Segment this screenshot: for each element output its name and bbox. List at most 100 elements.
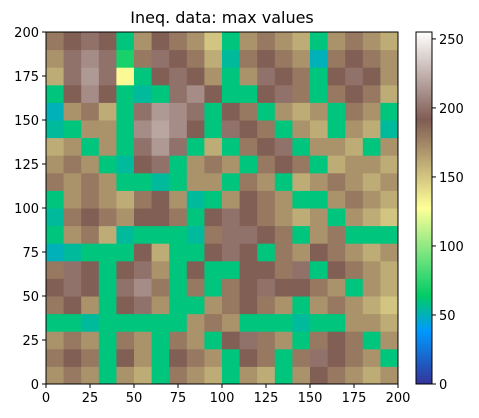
heat-cell xyxy=(345,243,364,262)
heat-cell xyxy=(257,102,276,121)
heat-cell xyxy=(98,348,117,367)
heat-cell xyxy=(380,155,399,174)
heat-cell xyxy=(134,225,153,244)
heat-cell xyxy=(274,243,293,262)
heat-cell xyxy=(169,296,188,315)
heat-cell xyxy=(345,260,364,279)
heat-cell xyxy=(116,84,135,103)
colorbar-tick-label: 250 xyxy=(439,33,464,48)
heat-cell xyxy=(327,366,346,385)
heat-cell xyxy=(310,190,329,209)
heat-cell xyxy=(151,260,170,279)
heat-cell xyxy=(345,296,364,315)
heat-cell xyxy=(81,260,100,279)
heat-cell xyxy=(63,67,82,86)
heat-cell xyxy=(292,155,311,174)
heat-cell xyxy=(274,84,293,103)
heat-cell xyxy=(46,278,65,297)
heat-cell xyxy=(98,155,117,174)
heat-cell xyxy=(380,278,399,297)
heat-cell xyxy=(327,190,346,209)
heat-cell xyxy=(186,137,205,156)
heat-cell xyxy=(222,190,241,209)
heat-cell xyxy=(151,366,170,385)
heat-cell xyxy=(310,331,329,350)
colorbar-tick-label: 200 xyxy=(439,102,464,117)
heat-cell xyxy=(46,260,65,279)
heat-cell xyxy=(239,260,258,279)
y-tick-label: 125 xyxy=(14,158,39,173)
heat-cell xyxy=(380,208,399,227)
heat-cell xyxy=(151,243,170,262)
heat-cell xyxy=(362,313,381,332)
heat-cell xyxy=(257,243,276,262)
heat-cell xyxy=(327,278,346,297)
heat-cell xyxy=(257,208,276,227)
heat-cell xyxy=(116,260,135,279)
heat-cell xyxy=(362,172,381,191)
heat-cell xyxy=(274,278,293,297)
heat-cell xyxy=(169,278,188,297)
heat-cell xyxy=(116,313,135,332)
heat-cell xyxy=(257,120,276,139)
heat-cell xyxy=(239,120,258,139)
heat-cell xyxy=(46,190,65,209)
heat-cell xyxy=(204,155,223,174)
heat-cell xyxy=(81,313,100,332)
heat-cell xyxy=(116,331,135,350)
heat-cell xyxy=(345,120,364,139)
heat-cell xyxy=(292,84,311,103)
heat-cell xyxy=(169,137,188,156)
heat-cell xyxy=(345,155,364,174)
heat-cell xyxy=(46,137,65,156)
colorbar-tick-label: 0 xyxy=(439,378,447,393)
heat-cell xyxy=(362,296,381,315)
heat-cell xyxy=(362,366,381,385)
heat-cell xyxy=(257,137,276,156)
heat-cell xyxy=(204,278,223,297)
heat-cell xyxy=(134,155,153,174)
heat-cell xyxy=(46,155,65,174)
heat-cell xyxy=(186,208,205,227)
heat-cell xyxy=(81,296,100,315)
heat-cell xyxy=(134,243,153,262)
heat-cell xyxy=(204,137,223,156)
heat-cell xyxy=(239,225,258,244)
heat-cell xyxy=(81,120,100,139)
heat-cell xyxy=(222,208,241,227)
heat-cell xyxy=(81,225,100,244)
heat-cell xyxy=(186,260,205,279)
heat-cell xyxy=(116,102,135,121)
heat-cell xyxy=(169,120,188,139)
heat-cell xyxy=(186,155,205,174)
heat-cell xyxy=(345,84,364,103)
heat-cell xyxy=(274,172,293,191)
heat-cell xyxy=(362,260,381,279)
heat-cell xyxy=(81,32,100,51)
heat-cell xyxy=(63,102,82,121)
heat-cell xyxy=(81,67,100,86)
heat-cell xyxy=(327,208,346,227)
heat-cell xyxy=(274,190,293,209)
heat-cell xyxy=(98,278,117,297)
heat-cell xyxy=(63,278,82,297)
heat-cell xyxy=(204,296,223,315)
heat-cell xyxy=(362,225,381,244)
heat-cell xyxy=(327,225,346,244)
heat-cell xyxy=(257,313,276,332)
heat-cell xyxy=(63,260,82,279)
heat-cell xyxy=(204,331,223,350)
heat-cell xyxy=(98,67,117,86)
heat-cell xyxy=(310,102,329,121)
heat-cell xyxy=(186,120,205,139)
heat-cell xyxy=(169,348,188,367)
heat-cell xyxy=(46,32,65,51)
heat-cell xyxy=(257,190,276,209)
heat-cell xyxy=(151,172,170,191)
heat-cell xyxy=(151,155,170,174)
heat-cell xyxy=(63,331,82,350)
heat-cell xyxy=(116,67,135,86)
heat-cell xyxy=(98,331,117,350)
heat-cell xyxy=(274,331,293,350)
